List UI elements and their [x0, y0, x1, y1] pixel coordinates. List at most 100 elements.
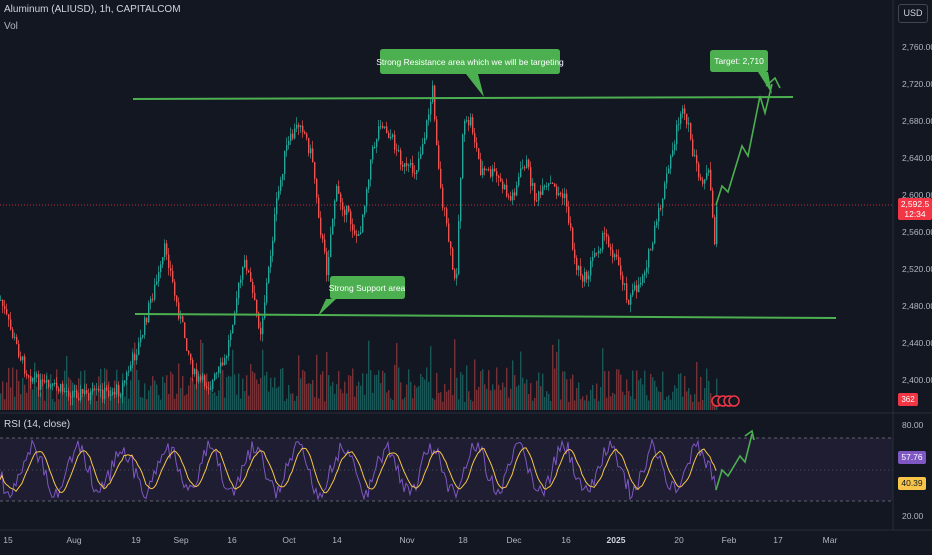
candle-body	[226, 356, 228, 359]
volume-bar	[568, 401, 570, 410]
volume-bar	[128, 398, 130, 410]
volume-bar	[526, 379, 528, 410]
candle-body	[592, 257, 594, 261]
volume-bar	[708, 380, 710, 410]
candle-body	[454, 269, 456, 279]
volume-bar	[14, 396, 16, 410]
candle-body	[76, 390, 78, 399]
candle-body	[680, 113, 682, 124]
volume-bar	[440, 392, 442, 410]
volume-bar	[346, 393, 348, 410]
candle-body	[684, 108, 686, 114]
volume-bar	[628, 390, 630, 410]
volume-bar	[574, 400, 576, 410]
volume-bar	[192, 378, 194, 410]
volume-bar	[266, 371, 268, 410]
candle-body	[32, 377, 34, 382]
rsi-value: 57.76	[901, 452, 923, 462]
volume-bar	[50, 374, 52, 410]
last-price-countdown: 12:34	[904, 209, 926, 219]
volume-bar	[402, 399, 404, 410]
candle-body	[322, 235, 324, 240]
volume-bar	[6, 382, 8, 410]
rsi-ma-badge	[898, 477, 926, 490]
volume-bar	[280, 368, 282, 410]
volume-bar	[438, 392, 440, 410]
candle-body	[102, 389, 104, 400]
candle-body	[306, 133, 308, 138]
volume-bar	[126, 382, 128, 410]
candle-body	[476, 142, 478, 149]
rsi-projection-path	[715, 433, 753, 491]
volume-bar	[256, 379, 258, 410]
candle-body	[86, 390, 88, 393]
candle-body	[168, 254, 170, 269]
time-tick-label: Aug	[66, 535, 81, 545]
currency-button[interactable]: USD	[898, 4, 928, 23]
target-callout[interactable]	[710, 50, 772, 94]
volume-bar	[292, 393, 294, 410]
candle-body	[140, 337, 142, 343]
volume-bar	[88, 396, 90, 410]
symbol-title[interactable]: Aluminum (ALIUSD), 1h, CAPITALCOM	[4, 4, 181, 15]
candle-body	[222, 362, 224, 366]
resistance-callout[interactable]	[380, 49, 560, 97]
candle-body	[36, 374, 38, 378]
candle-body	[66, 390, 68, 392]
volume-bar	[454, 339, 456, 410]
rsi-legend[interactable]: RSI (14, close)	[4, 419, 71, 430]
volume-bar	[226, 377, 228, 410]
candle-body	[238, 282, 240, 299]
volume-bar	[652, 377, 654, 410]
candle-body	[378, 126, 380, 140]
volume-bar	[610, 396, 612, 410]
volume-bar	[580, 399, 582, 410]
volume-bar	[450, 368, 452, 410]
volume-bar	[458, 399, 460, 410]
volume-badge-value: 362	[901, 395, 915, 404]
candle-body	[366, 189, 368, 207]
candle-body	[516, 185, 518, 196]
candle-body	[528, 159, 530, 168]
candle-body	[72, 391, 74, 398]
volume-bar	[492, 384, 494, 410]
candle-body	[180, 316, 182, 319]
volume-bar	[696, 361, 698, 410]
candle-body	[542, 186, 544, 195]
volume-bar	[540, 386, 542, 410]
volume-bar	[664, 399, 666, 410]
volume-bar	[138, 379, 140, 410]
candle-body	[262, 318, 264, 335]
volume-bar	[300, 378, 302, 410]
candle-body	[686, 113, 688, 125]
support-callout[interactable]	[318, 276, 405, 316]
candle-body	[548, 183, 550, 186]
candle-body	[678, 123, 680, 125]
volume-bar	[58, 399, 60, 410]
candle-body	[92, 388, 94, 392]
volume-bar	[2, 381, 4, 410]
volume-bar	[594, 398, 596, 410]
candle-body	[270, 255, 272, 268]
candle-body	[470, 117, 472, 126]
candle-body	[396, 149, 398, 151]
volume-bar	[96, 400, 98, 410]
candle-body	[458, 221, 460, 274]
volume-legend[interactable]: Vol	[4, 21, 18, 32]
candle-body	[328, 257, 330, 276]
candle-body	[176, 295, 178, 303]
resistance-line	[132, 96, 794, 100]
volume-bar	[356, 385, 358, 410]
candle-body	[166, 243, 168, 255]
volume-bar	[558, 339, 560, 410]
volume-bar	[344, 381, 346, 410]
support-callout-text: Strong Support area	[329, 283, 406, 293]
candle-body	[710, 169, 712, 191]
candle-body	[80, 389, 82, 400]
candle-body	[290, 133, 292, 142]
candle-body	[334, 200, 336, 219]
volume-bar	[142, 397, 144, 410]
rsi-tick-20: 20.00	[902, 511, 924, 521]
